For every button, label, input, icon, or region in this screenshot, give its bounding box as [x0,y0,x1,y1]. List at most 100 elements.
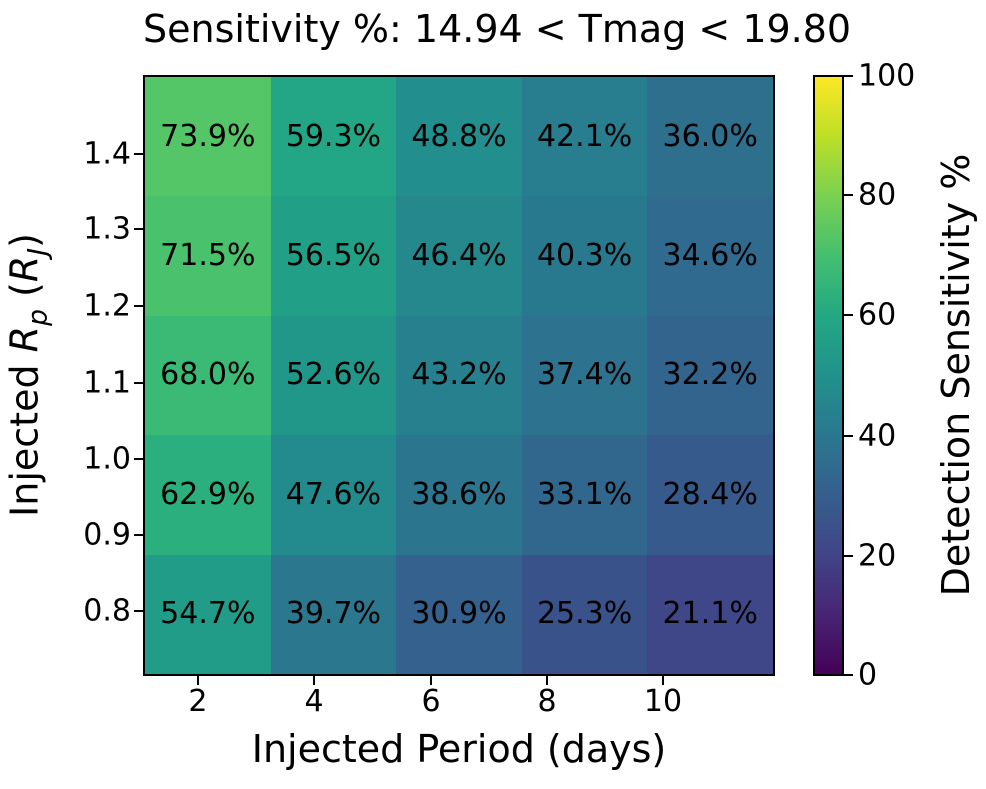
heatmap-cell: 52.6% [270,315,397,436]
heatmap-cell: 62.9% [145,435,271,555]
heatmap-cell: 38.6% [396,435,522,555]
heatmap-cell: 47.6% [270,435,397,555]
heatmap-cell: 32.2% [647,315,773,436]
y-axis-label-unit-close: ) [2,233,47,248]
cell-value-label: 46.4% [411,238,507,274]
colorbar-tick [844,194,853,197]
heatmap-cell: 33.1% [521,435,648,555]
y-axis-label-unit-open: ( [2,282,47,310]
x-axis-tick [546,676,549,685]
heatmap-cell: 37.4% [521,315,648,436]
heatmap-cell: 39.7% [270,554,397,674]
cell-value-label: 71.5% [160,238,256,274]
cell-value-label: 54.7% [160,596,256,632]
y-axis-label-unit-symbol: R [2,255,47,283]
heatmap-cell: 54.7% [145,554,271,674]
heatmap-cell: 56.5% [270,196,397,316]
cell-value-label: 25.3% [536,596,633,632]
heatmap-cell: 34.6% [647,196,773,316]
heatmap-cell: 36.0% [647,77,773,197]
cell-value-label: 37.4% [536,357,633,393]
y-axis-tick [134,382,143,385]
y-axis-tick-label: 0.9 [83,517,131,553]
colorbar-tick [844,434,853,437]
y-axis-tick-label: 0.8 [83,593,131,629]
cell-value-label: 52.6% [285,357,382,393]
colorbar-tick-label: 40 [858,418,897,454]
y-axis-tick-label: 1.0 [83,441,131,477]
cell-value-label: 34.6% [662,238,758,274]
plot-area: 73.9% 59.3% 48.8% 42.1% 36.0% 71.5% 56.5% 46.4%… [143,75,775,676]
y-axis-label-symbol-sub: p [22,309,54,326]
cell-value-label: 36.0% [662,118,758,154]
cell-value-label: 59.3% [285,118,382,154]
cell-value-label: 39.7% [285,596,382,632]
colorbar-tick-label: 60 [858,297,897,333]
colorbar-tick [844,75,853,77]
cell-value-label: 47.6% [285,476,382,512]
heatmap-cell: 73.9% [145,77,271,197]
heatmap-cell: 48.8% [396,77,522,197]
cell-value-label: 42.1% [536,118,633,154]
heatmap-cell: 59.3% [270,77,397,197]
y-axis-tick [134,609,143,612]
cell-value-label: 21.1% [662,596,758,632]
y-axis-label-symbol: R [2,325,47,353]
y-axis-tick-label: 1.3 [83,211,131,247]
colorbar-tick-label: 20 [858,538,897,574]
heatmap-grid: 73.9% 59.3% 48.8% 42.1% 36.0% 71.5% 56.5% 46.4%… [145,77,773,674]
x-axis-tick-label: 4 [304,684,324,719]
colorbar-tick-label: 100 [858,58,916,94]
heatmap-cell: 25.3% [521,554,648,674]
y-axis-tick [134,304,143,307]
y-axis-tick [134,533,143,536]
x-axis-tick-label: 10 [643,684,683,719]
colorbar-tick [844,554,853,557]
cell-value-label: 68.0% [160,357,256,393]
cell-value-label: 56.5% [285,238,382,274]
heatmap-cell: 42.1% [521,77,648,197]
colorbar-label: Detection Sensitivity % [934,153,978,597]
y-axis-label-unit-sub: J [22,247,54,256]
colorbar-tick [844,674,853,676]
colorbar-tick-label: 0 [858,657,878,693]
y-axis-tick [134,228,143,231]
x-axis-tick [196,676,199,685]
heatmap-cell: 71.5% [145,196,271,316]
heatmap-cell: 28.4% [647,435,773,555]
x-axis-tick [313,676,316,685]
colorbar-gradient [813,75,844,676]
cell-value-label: 38.6% [411,476,507,512]
cell-value-label: 32.2% [662,357,758,393]
x-axis-tick-label: 8 [537,684,557,719]
cell-value-label: 33.1% [536,476,633,512]
heatmap-cell: 43.2% [396,315,522,436]
y-axis-tick [134,458,143,461]
x-axis-tick-label: 6 [421,684,441,719]
y-axis-label: Injected Rp (RJ) [3,233,54,517]
cell-value-label: 48.8% [411,118,507,154]
colorbar-tick-label: 80 [858,177,897,213]
colorbar-tick [844,314,853,317]
cell-value-label: 28.4% [662,476,758,512]
heatmap-cell: 40.3% [521,196,648,316]
cell-value-label: 43.2% [411,357,507,393]
cell-value-label: 62.9% [160,476,256,512]
y-axis-tick-label: 1.2 [83,288,131,324]
heatmap-cell: 21.1% [647,554,773,674]
cell-value-label: 40.3% [536,238,633,274]
x-axis-label: Injected Period (days) [251,727,667,771]
cell-value-label: 73.9% [160,118,256,154]
x-axis-tick [662,676,664,685]
heatmap-cell: 30.9% [396,554,522,674]
x-axis-tick [430,676,432,685]
cell-value-label: 30.9% [411,596,507,632]
chart-title: Sensitivity %: 14.94 < Tmag < 19.80 [143,7,852,51]
y-axis-tick-label: 1.1 [83,365,131,401]
heatmap-cell: 68.0% [145,315,271,436]
x-axis-tick-label: 2 [188,684,208,719]
y-axis-label-prefix: Injected [2,352,47,517]
y-axis-tick [134,153,143,156]
heatmap-cell: 46.4% [396,196,522,316]
